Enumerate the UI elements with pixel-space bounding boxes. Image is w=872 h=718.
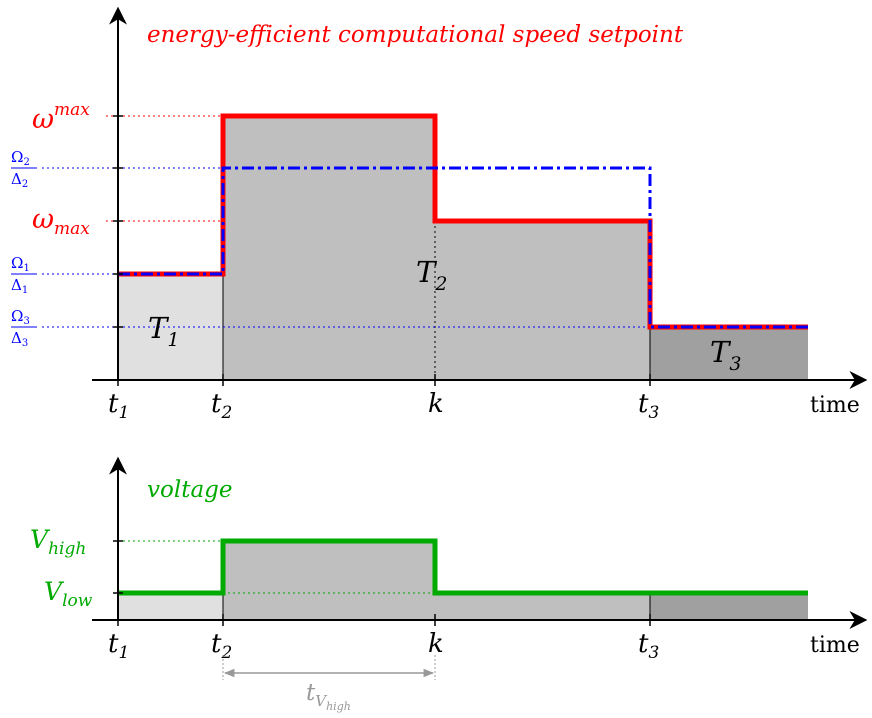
- top-x-label-t1: t1: [108, 389, 129, 423]
- svg-text:Δ3: Δ3: [11, 329, 28, 349]
- svg-text:Ω1: Ω1: [11, 254, 30, 274]
- omega2-fraction-label: Ω2 Δ2: [11, 148, 37, 190]
- region-t2-label: T2: [416, 255, 447, 295]
- voltage-line: [118, 538, 808, 596]
- region-t3-label: T3: [710, 335, 741, 375]
- omega1-fraction-label: Ω1 Δ1: [11, 254, 37, 296]
- top-x-label-t3: t3: [638, 389, 659, 423]
- top-plot: energy-efficient computational speed set…: [11, 6, 868, 423]
- v-low-label: Vlow: [44, 577, 93, 611]
- bottom-x-label-t2: t2: [211, 629, 232, 663]
- voltage-plot-title: voltage: [147, 477, 233, 503]
- bottom-x-ticks: [117, 614, 651, 626]
- region-t2-upper-shade: [223, 116, 650, 274]
- bottom-region-t3-shade: [650, 593, 808, 620]
- omega-max-lower-label: ωmax: [32, 204, 90, 239]
- top-x-label-k: k: [428, 389, 444, 419]
- bottom-y-ticks: [113, 540, 123, 594]
- v-high-label: Vhigh: [30, 525, 86, 559]
- bottom-plot: voltage Vhigh Vlow t1 t2 k t3 time tVhig…: [30, 456, 868, 713]
- speed-plot-title: energy-efficient computational speed set…: [147, 22, 684, 48]
- region-t1-label: T1: [148, 311, 179, 351]
- svg-text:Ω2: Ω2: [11, 148, 30, 168]
- omega-max-upper-label: ωmax: [32, 100, 90, 135]
- region-t3-shade: [650, 327, 808, 380]
- omega-ratio-line: [118, 166, 808, 329]
- top-y-ticks: [113, 115, 123, 328]
- top-x-label-t2: t2: [211, 389, 232, 423]
- bottom-region-t2-shade: [223, 593, 650, 620]
- bottom-x-label-t3: t3: [638, 629, 659, 663]
- bottom-region-t1-shade: [118, 593, 223, 620]
- bottom-x-label-k: k: [428, 629, 444, 659]
- bottom-region-high-shade: [223, 541, 435, 593]
- region-t1-shade: [118, 274, 223, 380]
- top-x-label-time: time: [810, 393, 860, 418]
- svg-text:Δ1: Δ1: [11, 276, 28, 296]
- top-x-ticks: [117, 374, 651, 386]
- duration-label: tVhigh: [306, 680, 351, 713]
- omega3-fraction-label: Ω3 Δ3: [11, 307, 37, 349]
- bottom-x-label-time: time: [810, 633, 860, 658]
- bottom-x-label-t1: t1: [108, 629, 129, 663]
- svg-text:Δ2: Δ2: [11, 170, 28, 190]
- svg-text:Ω3: Ω3: [11, 307, 30, 327]
